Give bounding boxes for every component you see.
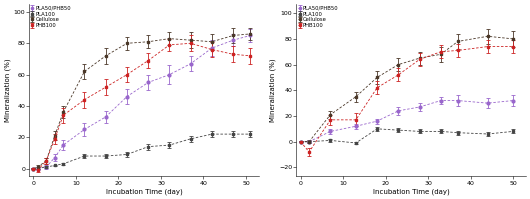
Y-axis label: Mineralization (%): Mineralization (%) xyxy=(4,59,11,122)
X-axis label: Incubation Time (day): Incubation Time (day) xyxy=(373,188,449,195)
X-axis label: Incubation Time (day): Incubation Time (day) xyxy=(105,188,182,195)
Legend: PLA50/PHB50, PLA100, Cellulose, PHB100: PLA50/PHB50, PLA100, Cellulose, PHB100 xyxy=(30,5,72,29)
Y-axis label: Mineralization (%): Mineralization (%) xyxy=(270,59,276,122)
Legend: PLA50/PHB50, PLA100, Cellulose, PHB100: PLA50/PHB50, PLA100, Cellulose, PHB100 xyxy=(297,5,339,29)
